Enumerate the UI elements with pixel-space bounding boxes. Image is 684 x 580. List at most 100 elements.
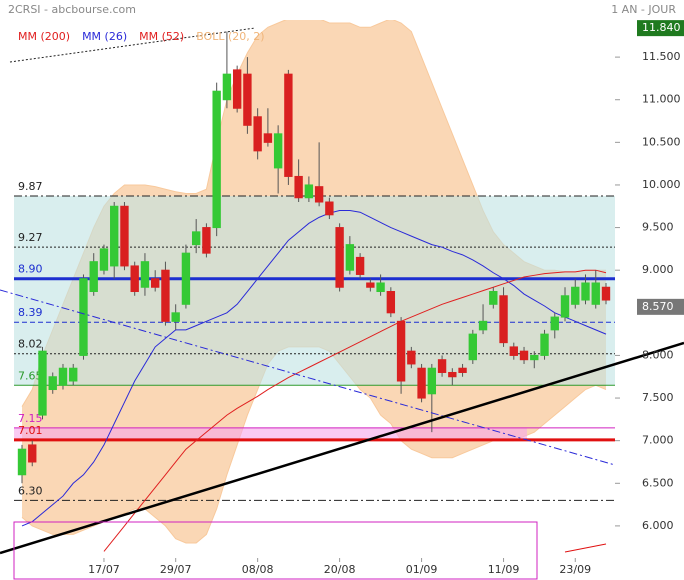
level-label: 7.15: [18, 412, 43, 425]
level-label: 7.65: [18, 369, 43, 382]
candle-body: [458, 367, 467, 373]
zone-outline: [13, 521, 538, 580]
candle-body: [417, 367, 426, 399]
candle-body: [243, 73, 252, 126]
candle-body: [191, 231, 201, 246]
level-label: 8.90: [18, 263, 43, 276]
candle-body: [468, 333, 477, 361]
candle-body: [222, 73, 232, 101]
candle-body: [366, 282, 375, 288]
candle-body: [232, 69, 242, 109]
trend-line: [9, 27, 256, 63]
candle-body: [550, 316, 559, 331]
x-tick-label: 11/09: [488, 563, 520, 576]
candle-body: [560, 295, 570, 318]
y-tick-label: 6.500: [642, 476, 674, 489]
candle-body: [79, 278, 88, 356]
x-tick-label: 01/09: [406, 563, 438, 576]
candle-body: [448, 371, 457, 378]
candle-body: [355, 256, 365, 275]
legend-entry: MM (26): [82, 30, 127, 43]
price-box: [637, 20, 684, 37]
candle-body: [212, 90, 221, 229]
candle-body: [345, 244, 355, 271]
x-tick-label: 29/07: [160, 563, 192, 576]
candle-body: [202, 227, 211, 254]
level-label: 8.02: [18, 338, 43, 351]
x-tick-label: 20/08: [324, 563, 356, 576]
candle-body: [161, 269, 170, 322]
x-tick-label: 17/07: [88, 563, 120, 576]
candle-body: [304, 184, 314, 199]
candle-body: [171, 312, 180, 322]
level-label: 6.30: [18, 484, 43, 497]
source: 2CRSI - abcbourse.com: [8, 3, 136, 16]
level-label: 9.87: [18, 180, 43, 193]
candle-body: [99, 248, 109, 271]
price-label: 11.840: [642, 21, 681, 34]
trend-line: [564, 543, 607, 553]
legend-entry: BOLL (20, 2): [196, 30, 264, 43]
y-tick-label: 11.000: [642, 93, 681, 106]
candle-body: [58, 367, 68, 386]
y-tick-label: 6.000: [642, 519, 674, 532]
moving-average: [103, 269, 607, 552]
y-tick-label: 9.500: [642, 221, 674, 234]
candle-body: [181, 252, 191, 305]
legend-entry: MM (200): [18, 30, 70, 43]
candle-body: [17, 448, 27, 476]
candle-body: [376, 282, 385, 293]
price-box: [637, 298, 684, 315]
candle-body: [253, 116, 262, 152]
y-tick-label: 7.000: [642, 434, 674, 447]
level-label: 8.39: [18, 306, 43, 319]
candle-body: [396, 320, 406, 382]
candle-body: [489, 291, 498, 305]
candle-body: [89, 261, 98, 293]
candle-body: [38, 350, 47, 416]
candle-body: [427, 367, 437, 395]
candle-body: [581, 282, 590, 301]
trend-line: [0, 289, 616, 466]
x-tick-label: 23/09: [559, 563, 591, 576]
candle-body: [151, 278, 160, 288]
candle-body: [294, 175, 303, 199]
trend-line: [0, 341, 684, 555]
candle-body: [120, 205, 129, 267]
level-label: 7.01: [18, 424, 43, 437]
candle-body: [284, 73, 293, 177]
candle-body: [110, 205, 119, 267]
candle-body: [335, 227, 344, 288]
x-tick-label: 08/08: [242, 563, 274, 576]
candle-body: [48, 376, 57, 391]
y-tick-label: 11.500: [642, 50, 681, 63]
y-tick-label: 8.000: [642, 348, 674, 361]
candle-body: [499, 295, 508, 344]
candle-body: [325, 201, 334, 216]
candle-body: [407, 350, 416, 365]
period: 1 AN - JOUR: [611, 3, 676, 16]
candle-body: [263, 133, 273, 143]
y-tick-label: 9.000: [642, 263, 674, 276]
level-label: 9.27: [18, 231, 43, 244]
candle-body: [509, 346, 518, 356]
header-bar: [0, 0, 684, 20]
candle-body: [130, 265, 139, 293]
candle-body: [28, 444, 37, 463]
candle-body: [591, 282, 600, 305]
candle-body: [437, 359, 447, 373]
candle-body: [530, 354, 539, 361]
candle-body: [478, 320, 488, 331]
zone: [14, 427, 527, 440]
candle-body: [273, 133, 283, 169]
legend-entry: MM (52): [139, 30, 184, 43]
candle-body: [571, 286, 580, 305]
candle-body: [386, 291, 396, 314]
y-tick-label: 10.500: [642, 135, 681, 148]
y-tick-label: 7.500: [642, 391, 674, 404]
price-label: 8.570: [642, 300, 674, 313]
candle-body: [601, 286, 611, 301]
candle-body: [140, 261, 150, 288]
candle-body: [519, 350, 529, 361]
